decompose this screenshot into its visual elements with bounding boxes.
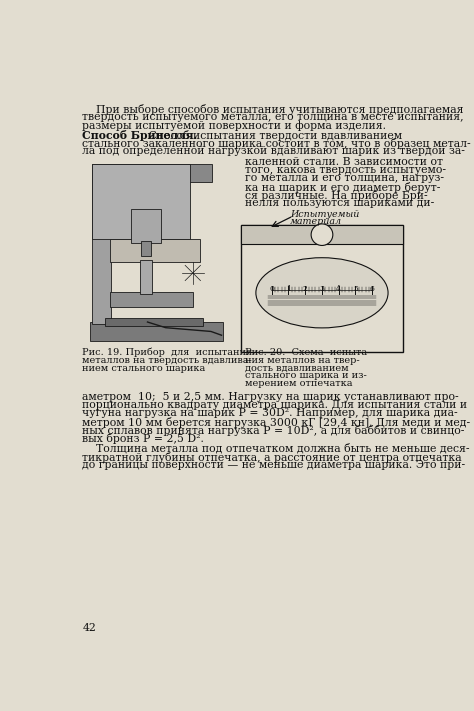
Text: 42: 42 <box>82 623 96 633</box>
Bar <box>140 260 152 294</box>
Text: чугуна нагрузка на шарик Р = 30D². Например, для шарика диа-: чугуна нагрузка на шарик Р = 30D². Напри… <box>82 409 458 419</box>
Bar <box>241 225 402 352</box>
Text: нелля пользуются шариками ди-: нелля пользуются шариками ди- <box>245 198 435 208</box>
Text: ла под определенной нагрузкой вдавливают шарик из твердой за-: ла под определенной нагрузкой вдавливают… <box>82 146 465 156</box>
Bar <box>131 209 161 242</box>
Text: аметром  10;  5 и 2,5 мм. Нагрузку на шарик устанавливают про-: аметром 10; 5 и 2,5 мм. Нагрузку на шари… <box>82 392 459 402</box>
Text: стального закаленного шарика состоит в том, что в образец метал-: стального закаленного шарика состоит в т… <box>82 138 471 149</box>
Text: ния металлов на твер-: ния металлов на твер- <box>245 356 360 365</box>
Text: 2: 2 <box>303 285 308 293</box>
Text: Рис. 20.  Схема  испыта-: Рис. 20. Схема испыта- <box>245 348 371 357</box>
Text: Способ испытания твердости вдавливанием: Способ испытания твердости вдавливанием <box>145 129 402 141</box>
Text: вых бронз Р = 2,5 D².: вых бронз Р = 2,5 D². <box>82 434 204 444</box>
Text: каленной стали. В зависимости от: каленной стали. В зависимости от <box>245 157 443 167</box>
Text: 1: 1 <box>286 285 291 293</box>
Text: ных сплавов принята нагрузка Р = 10D², а для баббитов и свинцо-: ных сплавов принята нагрузка Р = 10D², а… <box>82 425 465 436</box>
Text: ниeм стального шарика: ниeм стального шарика <box>82 363 206 373</box>
Text: При выборе способов испытания учитываются предполагаемая: При выборе способов испытания учитываютс… <box>82 104 464 114</box>
Text: стального шарика и из-: стального шарика и из- <box>245 371 367 380</box>
Text: ка на шарик и его диаметр берут-: ка на шарик и его диаметр берут- <box>245 182 441 193</box>
Text: Рис. 19. Прибор  для  испытания: Рис. 19. Прибор для испытания <box>82 348 253 357</box>
Circle shape <box>311 224 333 245</box>
Bar <box>105 319 203 326</box>
Text: твердость испытуемого металла, его толщина в месте испытания,: твердость испытуемого металла, его толщи… <box>82 112 464 122</box>
Bar <box>90 322 223 341</box>
Text: го металла и его толщина, нагруз-: го металла и его толщина, нагруз- <box>245 173 444 183</box>
Bar <box>109 292 193 307</box>
Text: метром 10 мм берется нагрузка 3000 кГ [29,4 кн]. Для меди и мед-: метром 10 мм берется нагрузка 3000 кГ [2… <box>82 417 471 428</box>
Text: порционально квадрату диаметра шарика. Для испытания стали и: порционально квадрату диаметра шарика. Д… <box>82 400 468 410</box>
Bar <box>91 164 190 239</box>
Text: материал: материал <box>290 217 342 225</box>
Bar <box>91 178 111 324</box>
Text: металлов на твердость вдавлива-: металлов на твердость вдавлива- <box>82 356 252 365</box>
Bar <box>109 239 201 262</box>
Text: дость вдавливанием: дость вдавливанием <box>245 363 349 373</box>
Bar <box>91 164 212 183</box>
Text: того, какова твердость испытуемо-: того, какова твердость испытуемо- <box>245 165 446 175</box>
Text: 5: 5 <box>353 285 358 293</box>
Text: мерением отпечатка: мерением отпечатка <box>245 380 353 388</box>
Text: ся различные. На приборе Бри-: ся различные. На приборе Бри- <box>245 190 428 201</box>
Text: тикратной глубины отпечатка, а расстояние от центра отпечатка: тикратной глубины отпечатка, а расстояни… <box>82 451 462 463</box>
Text: 4: 4 <box>336 285 341 293</box>
Bar <box>141 241 151 256</box>
Text: размеры испытуемой поверхности и форма изделия.: размеры испытуемой поверхности и форма и… <box>82 120 386 132</box>
Bar <box>241 225 402 244</box>
Text: 0: 0 <box>269 285 274 293</box>
Text: до границы поверхности — не меньше диаметра шарика. Это при-: до границы поверхности — не меньше диаме… <box>82 460 465 470</box>
Text: 6: 6 <box>370 285 374 293</box>
Text: Испытуемый: Испытуемый <box>290 210 360 219</box>
Ellipse shape <box>256 257 388 328</box>
Text: Толщина металла под отпечатком должна быть не меньше деся-: Толщина металла под отпечатком должна бы… <box>82 443 470 454</box>
Text: Способ Бринелля.: Способ Бринелля. <box>82 129 198 141</box>
Text: 3: 3 <box>319 285 325 293</box>
